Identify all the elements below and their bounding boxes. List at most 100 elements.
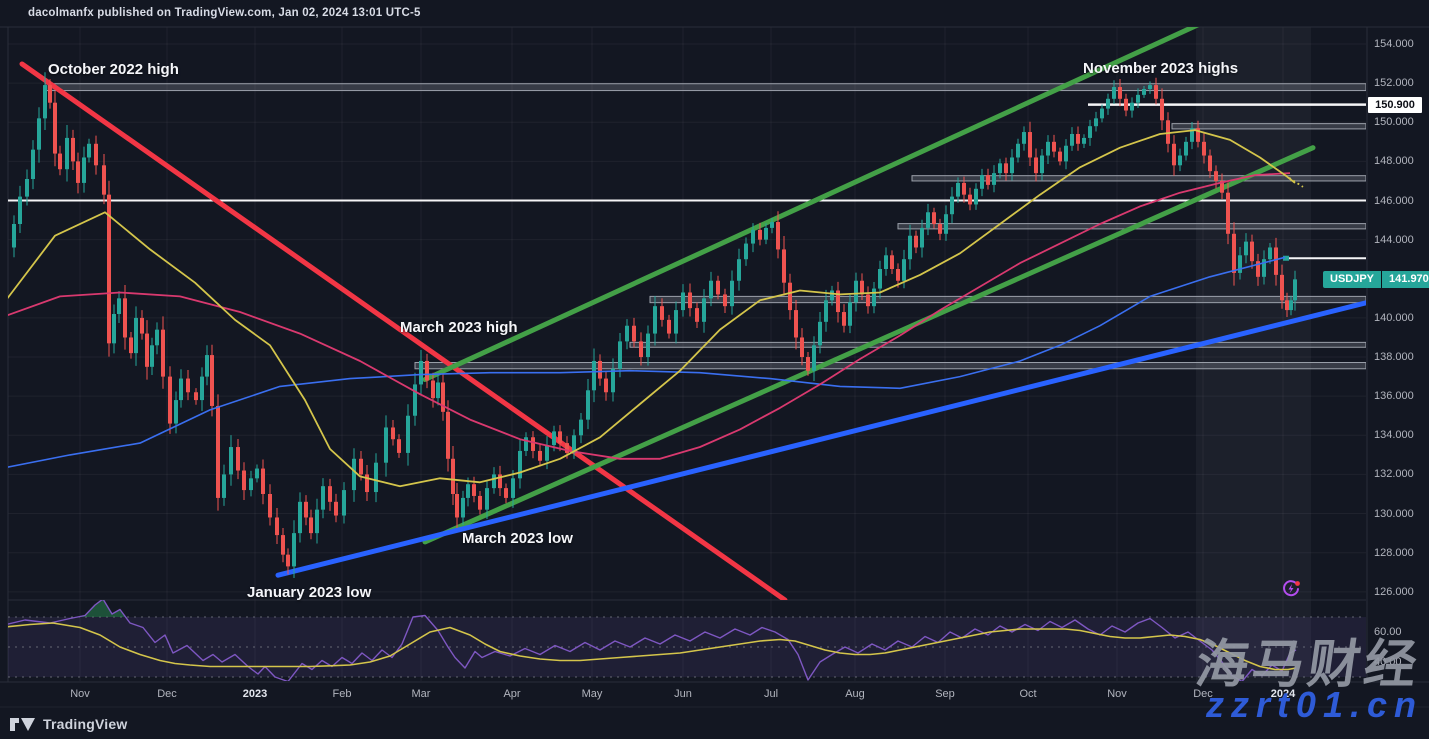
candle-body [102, 165, 106, 195]
candle-body [1280, 274, 1284, 301]
candle-body [472, 484, 476, 496]
candle [25, 169, 29, 206]
candle [632, 317, 636, 348]
candle [145, 320, 149, 380]
candle-body [384, 427, 388, 463]
candle [451, 446, 455, 505]
candle-body [504, 488, 508, 498]
time-tick-label-mar: Mar [411, 688, 431, 700]
candle [1202, 133, 1206, 164]
resistance-zone [44, 83, 1366, 92]
candle-body [12, 223, 16, 248]
candle-body [938, 223, 942, 234]
candle-body [1094, 118, 1098, 127]
candle [1112, 80, 1116, 104]
candle-body [1250, 241, 1254, 262]
candle-body [365, 474, 369, 493]
candle-body [737, 259, 741, 281]
candle-body [962, 182, 966, 195]
resistance-zone [629, 341, 1366, 348]
symbol-last-price-badge[interactable]: USDJPY 141.970 [1323, 270, 1429, 288]
candle [1274, 237, 1278, 286]
candle-body [518, 450, 522, 479]
candle-body [43, 85, 47, 119]
candle [397, 434, 401, 458]
candle [1064, 139, 1068, 170]
candle [1142, 85, 1146, 98]
candle [12, 215, 16, 258]
candle [1244, 233, 1248, 264]
rsi-line [8, 600, 1297, 681]
candle-body [1082, 137, 1086, 144]
candle-body [1226, 192, 1230, 234]
price-tick-label: 148.000 [1374, 155, 1414, 168]
candle [511, 470, 515, 508]
candle-body [123, 298, 127, 338]
candle [926, 203, 930, 236]
candle [391, 420, 395, 446]
candle-body [352, 458, 356, 491]
candle [466, 477, 470, 507]
candle-body [112, 313, 116, 344]
candle [107, 180, 111, 357]
candle [1004, 157, 1008, 181]
candle-body [902, 259, 906, 281]
candle [1196, 120, 1200, 148]
price-tick-label: 140.000 [1374, 311, 1414, 324]
candle-body [1034, 157, 1038, 174]
footer-brand[interactable]: TradingView [10, 716, 127, 732]
candle-body [695, 308, 699, 322]
time-tick-label-2023: 2023 [242, 688, 268, 700]
green-channel-upper [422, 27, 1200, 383]
candle [1046, 135, 1050, 165]
ma-blue-line [8, 256, 1286, 468]
candle [71, 129, 75, 170]
candle [205, 345, 209, 386]
candle [1285, 292, 1289, 318]
candle-body [818, 321, 822, 346]
candle-body [466, 484, 470, 498]
candle-body [255, 468, 259, 479]
candle [1058, 147, 1062, 166]
candle-body [492, 474, 496, 489]
candle-body [76, 161, 80, 183]
chart-annotation: October 2022 high [48, 61, 179, 78]
candle [890, 250, 894, 274]
candle [1034, 148, 1038, 182]
candle-body [1100, 108, 1104, 119]
candle-body [210, 355, 214, 406]
candle [1160, 88, 1164, 131]
candle-body [730, 280, 734, 307]
candle [1293, 270, 1297, 311]
candle-body [155, 329, 159, 346]
candle [359, 450, 363, 481]
candle-body [1190, 128, 1194, 142]
candle-body [926, 212, 930, 228]
candle-body [275, 517, 279, 536]
candle-body [646, 333, 650, 358]
candle-body [667, 319, 671, 334]
candle-body [425, 360, 429, 381]
candle-body [161, 329, 165, 377]
candle [1022, 126, 1026, 151]
candle-body [586, 390, 590, 420]
candle-body [1274, 247, 1278, 275]
candle-body [1238, 255, 1242, 273]
candle [1118, 79, 1122, 107]
quick-trade-flash-icon[interactable] [1280, 578, 1302, 600]
time-tick-label-feb: Feb [332, 688, 352, 700]
candle-body [342, 490, 346, 516]
candle-body [998, 163, 1002, 174]
candle-body [205, 355, 209, 377]
candle-body [242, 470, 246, 491]
candles-layer [12, 72, 1297, 579]
candle [998, 158, 1002, 179]
candle [854, 272, 858, 312]
candle-body [286, 554, 290, 567]
candle-body [848, 302, 852, 326]
candle-body [1148, 85, 1152, 89]
candle-body [391, 427, 395, 440]
candle [334, 493, 338, 523]
